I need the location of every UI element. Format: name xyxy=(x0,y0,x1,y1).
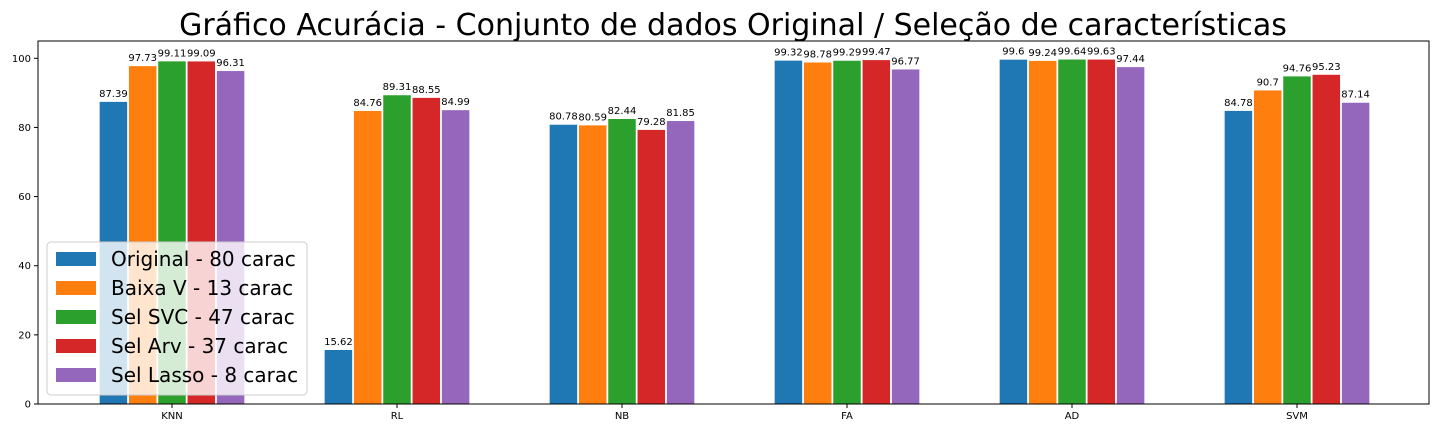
bar xyxy=(1116,67,1145,405)
x-tick-label: FA xyxy=(841,411,853,422)
bar xyxy=(1058,59,1086,405)
x-tick-label: NB xyxy=(615,411,629,422)
legend-label: Original - 80 carac xyxy=(111,247,296,271)
bar xyxy=(578,125,607,404)
legend: Original - 80 carac Baixa V - 13 carac Sel… xyxy=(46,241,308,396)
data-label: 80.78 xyxy=(549,112,578,123)
bar xyxy=(1312,74,1341,405)
legend-label: Baixa V - 13 carac xyxy=(111,276,293,300)
data-label: 15.62 xyxy=(324,337,353,348)
data-label: 81.85 xyxy=(666,108,695,119)
y-tick-label: 0 xyxy=(25,400,31,411)
data-label: 89.31 xyxy=(383,82,412,93)
data-label: 97.44 xyxy=(1116,54,1145,65)
bar xyxy=(666,121,695,404)
plot-frame xyxy=(37,40,1430,405)
legend-swatch xyxy=(56,310,96,324)
x-tick-label: AD xyxy=(1065,411,1080,422)
legend-swatch xyxy=(56,281,96,295)
bar xyxy=(803,62,832,405)
data-label: 99.63 xyxy=(1087,47,1116,58)
bar xyxy=(891,69,920,405)
x-tick-label: SVM xyxy=(1286,411,1308,422)
data-label: 79.28 xyxy=(637,117,666,128)
bar xyxy=(608,118,636,405)
legend-swatch xyxy=(56,368,96,382)
bar xyxy=(324,349,353,404)
data-label: 95.23 xyxy=(1312,62,1341,73)
legend-swatch xyxy=(56,339,96,353)
legend-swatch xyxy=(56,252,96,266)
bar xyxy=(833,60,861,404)
data-label: 99.29 xyxy=(833,48,862,59)
data-label: 87.39 xyxy=(99,89,128,100)
bar xyxy=(412,97,441,405)
data-label: 88.55 xyxy=(412,85,441,96)
chart-title: Gráfico Acurácia - Conjunto de dados Ori… xyxy=(179,8,1287,43)
bar xyxy=(353,110,382,405)
y-tick-label: 20 xyxy=(18,330,31,341)
y-tick-label: 80 xyxy=(18,123,31,134)
bar xyxy=(441,110,470,404)
data-label: 84.99 xyxy=(441,97,470,108)
data-label: 99.47 xyxy=(862,47,891,58)
data-label: 87.14 xyxy=(1341,90,1370,101)
legend-label: Sel Lasso - 8 carac xyxy=(111,363,298,387)
data-label: 80.59 xyxy=(578,112,607,123)
legend-label: Sel Arv - 37 carac xyxy=(111,334,288,358)
data-label: 84.78 xyxy=(1224,98,1253,109)
bar xyxy=(1224,110,1253,404)
data-label: 96.31 xyxy=(216,58,245,69)
bar xyxy=(1341,102,1370,404)
data-label: 82.44 xyxy=(608,106,637,117)
bar xyxy=(1283,76,1311,404)
data-label: 99.24 xyxy=(1028,48,1057,59)
data-label: 98.78 xyxy=(803,50,832,61)
bar xyxy=(549,124,578,405)
bar xyxy=(1087,59,1116,405)
x-tick-label: KNN xyxy=(161,411,183,422)
bar xyxy=(999,59,1028,404)
data-label: 90.7 xyxy=(1257,77,1279,88)
y-tick-label: 40 xyxy=(18,261,31,272)
legend-label: Sel SVC - 47 carac xyxy=(111,305,295,329)
bar xyxy=(637,129,666,404)
data-label: 96.77 xyxy=(891,56,920,67)
data-label: 97.73 xyxy=(128,53,157,64)
bar xyxy=(774,60,803,405)
data-label: 94.76 xyxy=(1283,63,1312,74)
bar xyxy=(1253,90,1282,405)
legend-box xyxy=(46,241,308,396)
x-tick-label: RL xyxy=(391,411,404,422)
bar xyxy=(1028,60,1057,404)
bar xyxy=(862,60,891,404)
y-tick-label: 60 xyxy=(18,192,31,203)
y-tick-label: 100 xyxy=(12,54,31,65)
data-label: 84.76 xyxy=(353,98,382,109)
data-label: 99.09 xyxy=(187,48,216,59)
data-label: 99.11 xyxy=(158,48,187,59)
data-label: 99.64 xyxy=(1058,47,1087,58)
data-label: 99.6 xyxy=(1002,47,1024,58)
data-label: 99.32 xyxy=(774,48,803,59)
bar xyxy=(383,95,411,405)
